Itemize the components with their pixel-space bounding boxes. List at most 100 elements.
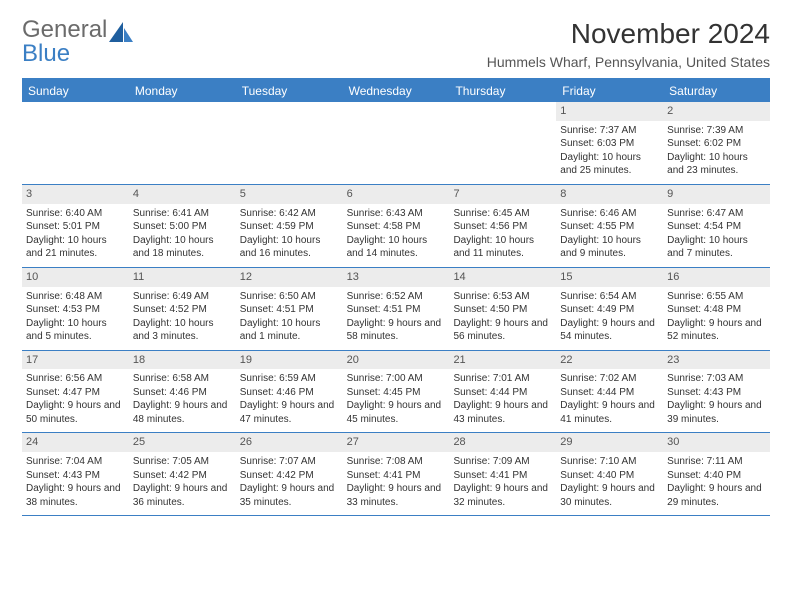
sunset-line: Sunset: 4:52 PM	[133, 303, 232, 317]
daylight-line: Daylight: 9 hours and 48 minutes.	[133, 399, 232, 426]
sunrise-line: Sunrise: 6:43 AM	[347, 207, 446, 221]
sunset-line: Sunset: 4:49 PM	[560, 303, 659, 317]
sunrise-line: Sunrise: 6:41 AM	[133, 207, 232, 221]
day-cell: 3Sunrise: 6:40 AMSunset: 5:01 PMDaylight…	[22, 185, 129, 267]
day-number: 29	[556, 433, 663, 452]
daylight-line: Daylight: 9 hours and 32 minutes.	[453, 482, 552, 509]
sunrise-line: Sunrise: 6:50 AM	[240, 290, 339, 304]
sunrise-line: Sunrise: 6:45 AM	[453, 207, 552, 221]
sunrise-line: Sunrise: 7:00 AM	[347, 372, 446, 386]
sunset-line: Sunset: 4:40 PM	[560, 469, 659, 483]
day-cell: 2Sunrise: 7:39 AMSunset: 6:02 PMDaylight…	[663, 102, 770, 184]
daylight-line: Daylight: 9 hours and 43 minutes.	[453, 399, 552, 426]
day-cell: 20Sunrise: 7:00 AMSunset: 4:45 PMDayligh…	[343, 351, 450, 433]
daylight-line: Daylight: 9 hours and 38 minutes.	[26, 482, 125, 509]
day-number: 9	[663, 185, 770, 204]
weekday-label: Friday	[556, 80, 663, 102]
day-cell: 19Sunrise: 6:59 AMSunset: 4:46 PMDayligh…	[236, 351, 343, 433]
day-cell: 21Sunrise: 7:01 AMSunset: 4:44 PMDayligh…	[449, 351, 556, 433]
logo-word2: Blue	[22, 40, 70, 67]
sunrise-line: Sunrise: 7:10 AM	[560, 455, 659, 469]
weekday-label: Sunday	[22, 80, 129, 102]
sunrise-line: Sunrise: 6:55 AM	[667, 290, 766, 304]
sunrise-line: Sunrise: 7:03 AM	[667, 372, 766, 386]
day-cell: .	[236, 102, 343, 184]
daylight-line: Daylight: 10 hours and 3 minutes.	[133, 317, 232, 344]
week-row: 3Sunrise: 6:40 AMSunset: 5:01 PMDaylight…	[22, 185, 770, 268]
sunset-line: Sunset: 4:58 PM	[347, 220, 446, 234]
calendar-grid: SundayMondayTuesdayWednesdayThursdayFrid…	[22, 78, 770, 516]
sunset-line: Sunset: 4:47 PM	[26, 386, 125, 400]
daylight-line: Daylight: 9 hours and 47 minutes.	[240, 399, 339, 426]
day-cell: .	[129, 102, 236, 184]
daylight-line: Daylight: 10 hours and 25 minutes.	[560, 151, 659, 178]
weekday-label: Monday	[129, 80, 236, 102]
weeks-container: .....1Sunrise: 7:37 AMSunset: 6:03 PMDay…	[22, 102, 770, 516]
sunset-line: Sunset: 4:51 PM	[240, 303, 339, 317]
day-number: 11	[129, 268, 236, 287]
sunrise-line: Sunrise: 7:08 AM	[347, 455, 446, 469]
day-cell: 22Sunrise: 7:02 AMSunset: 4:44 PMDayligh…	[556, 351, 663, 433]
logo-text: General Blue	[22, 18, 107, 66]
day-cell: 27Sunrise: 7:08 AMSunset: 4:41 PMDayligh…	[343, 433, 450, 515]
sunset-line: Sunset: 4:42 PM	[240, 469, 339, 483]
daylight-line: Daylight: 10 hours and 1 minute.	[240, 317, 339, 344]
sunrise-line: Sunrise: 6:46 AM	[560, 207, 659, 221]
day-cell: .	[22, 102, 129, 184]
sunset-line: Sunset: 4:55 PM	[560, 220, 659, 234]
daylight-line: Daylight: 10 hours and 16 minutes.	[240, 234, 339, 261]
daylight-line: Daylight: 9 hours and 36 minutes.	[133, 482, 232, 509]
day-number: 14	[449, 268, 556, 287]
daylight-line: Daylight: 9 hours and 39 minutes.	[667, 399, 766, 426]
day-number: 23	[663, 351, 770, 370]
day-cell: 11 Sunrise: 6:49 AMSunset: 4:52 PMDayligh…	[129, 268, 236, 350]
day-cell: .	[449, 102, 556, 184]
sunset-line: Sunset: 4:46 PM	[133, 386, 232, 400]
day-number: 13	[343, 268, 450, 287]
sunrise-line: Sunrise: 6:53 AM	[453, 290, 552, 304]
day-number: 21	[449, 351, 556, 370]
day-number: 15	[556, 268, 663, 287]
daylight-line: Daylight: 10 hours and 14 minutes.	[347, 234, 446, 261]
sunset-line: Sunset: 6:02 PM	[667, 137, 766, 151]
daylight-line: Daylight: 10 hours and 9 minutes.	[560, 234, 659, 261]
daylight-line: Daylight: 9 hours and 50 minutes.	[26, 399, 125, 426]
daylight-line: Daylight: 10 hours and 18 minutes.	[133, 234, 232, 261]
sunrise-line: Sunrise: 6:40 AM	[26, 207, 125, 221]
sunset-line: Sunset: 4:40 PM	[667, 469, 766, 483]
day-number: 6	[343, 185, 450, 204]
week-row: .....1Sunrise: 7:37 AMSunset: 6:03 PMDay…	[22, 102, 770, 185]
sunrise-line: Sunrise: 6:49 AM	[133, 290, 232, 304]
sunset-line: Sunset: 4:48 PM	[667, 303, 766, 317]
logo: General Blue	[22, 18, 135, 66]
sunrise-line: Sunrise: 7:05 AM	[133, 455, 232, 469]
day-number: 17	[22, 351, 129, 370]
day-number: 16	[663, 268, 770, 287]
day-cell: 8Sunrise: 6:46 AMSunset: 4:55 PMDaylight…	[556, 185, 663, 267]
day-number: 5	[236, 185, 343, 204]
day-cell: 24Sunrise: 7:04 AMSunset: 4:43 PMDayligh…	[22, 433, 129, 515]
logo-word1: General	[22, 16, 107, 43]
day-number: 7	[449, 185, 556, 204]
daylight-line: Daylight: 10 hours and 5 minutes.	[26, 317, 125, 344]
day-cell: 9Sunrise: 6:47 AMSunset: 4:54 PMDaylight…	[663, 185, 770, 267]
weekday-header-row: SundayMondayTuesdayWednesdayThursdayFrid…	[22, 80, 770, 102]
daylight-line: Daylight: 10 hours and 23 minutes.	[667, 151, 766, 178]
sail-icon	[109, 22, 135, 49]
day-number: 30	[663, 433, 770, 452]
day-number: 3	[22, 185, 129, 204]
sunset-line: Sunset: 4:46 PM	[240, 386, 339, 400]
sunset-line: Sunset: 4:51 PM	[347, 303, 446, 317]
day-number: 20	[343, 351, 450, 370]
daylight-line: Daylight: 9 hours and 33 minutes.	[347, 482, 446, 509]
sunrise-line: Sunrise: 6:54 AM	[560, 290, 659, 304]
weekday-label: Thursday	[449, 80, 556, 102]
sunrise-line: Sunrise: 7:09 AM	[453, 455, 552, 469]
day-number: 10	[22, 268, 129, 287]
day-number: 4	[129, 185, 236, 204]
daylight-line: Daylight: 9 hours and 35 minutes.	[240, 482, 339, 509]
week-row: 17Sunrise: 6:56 AMSunset: 4:47 PMDayligh…	[22, 351, 770, 434]
day-cell: 26Sunrise: 7:07 AMSunset: 4:42 PMDayligh…	[236, 433, 343, 515]
sunset-line: Sunset: 5:00 PM	[133, 220, 232, 234]
day-cell: .	[343, 102, 450, 184]
